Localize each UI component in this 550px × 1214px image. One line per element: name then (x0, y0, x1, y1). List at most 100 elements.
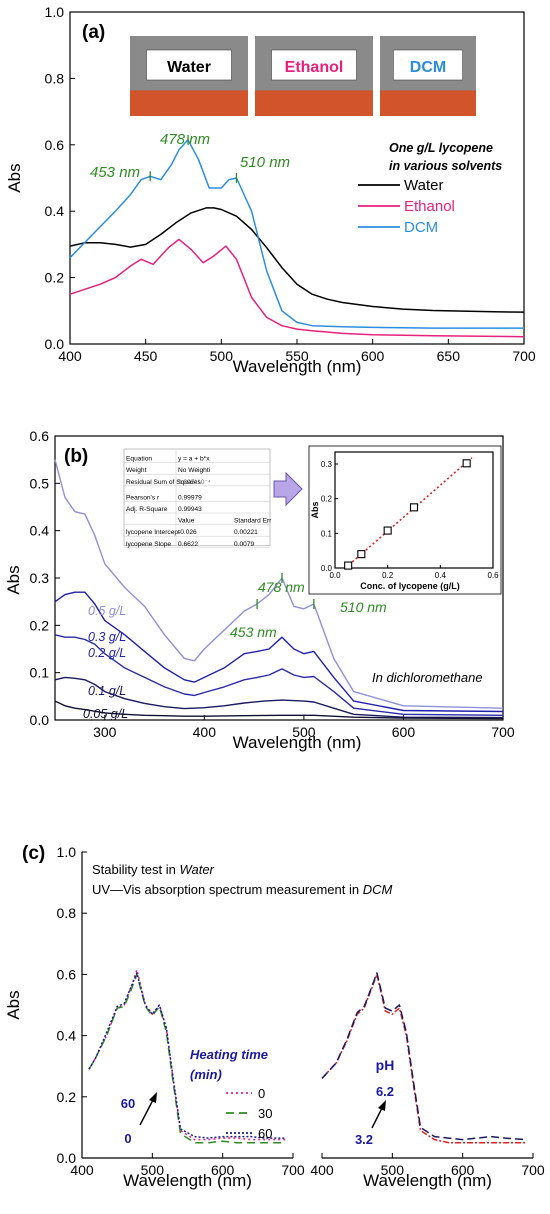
panel-c-x-tick-label: 700 (521, 1162, 545, 1178)
panel-a-y-tick-label: 0.0 (45, 336, 65, 352)
panel-a-x-tick-label: 500 (210, 348, 234, 364)
fit-table-cell: 0.99979 (178, 494, 202, 501)
panel-a-legend-entry: Water (404, 177, 443, 194)
panel-c-y-tick-label: 0.8 (57, 905, 77, 921)
panel-c-arrow-label: 60 (121, 1096, 135, 1111)
fit-table-cell: Adj. R-Square (126, 506, 168, 513)
panel-b-x-tick-label: 600 (392, 724, 416, 740)
panel-a-y-tick-label: 0.2 (45, 270, 65, 286)
photo-tag (393, 49, 463, 81)
panel-a-x-label: Wavelength (nm) (233, 357, 362, 376)
panel-b-series (54, 591, 504, 713)
panel-a-legend-title: One g/L lycopene (389, 141, 493, 155)
panel-b-peak-label: 453 nm (230, 624, 277, 640)
panel-c-legend-entry: 60 (258, 1126, 272, 1141)
inset-data-point (383, 526, 392, 535)
panel-a-x-tick-label: 400 (58, 348, 82, 364)
panel-a-series-dcm (69, 139, 524, 329)
panel-b-y-tick-label: 0.6 (30, 428, 50, 444)
inset-x-tick-label: 0.0 (329, 571, 341, 580)
panel-b-peak-label: 510 nm (340, 599, 387, 615)
panel-b-peak-label: 478 nm (258, 579, 305, 595)
panel-a-peak-label: 510 nm (240, 154, 290, 171)
inset-y-tick-label: 0.1 (321, 529, 333, 538)
inset-fit-line (345, 457, 473, 569)
panel-c-x-tick-label: 500 (381, 1162, 405, 1178)
inset-y-tick-label: 0.2 (321, 495, 333, 504)
panel-a-label: (a) (82, 22, 105, 43)
panel-c-arrow-label: pH (376, 1057, 395, 1073)
panel-c-legend-entry: 0 (258, 1086, 265, 1101)
panel-b-curve-label: 0.5 g/L (88, 604, 126, 618)
panel-c-header-line: Stability test in Water (92, 862, 215, 877)
panel-a-photo-ethanol: Ethanol (255, 36, 373, 116)
panel-a-photo-dcm: DCM (380, 36, 476, 116)
panel-b-series (54, 634, 504, 716)
panel-b-y-label: Abs (4, 565, 23, 594)
panel-c-header-line: UV—Vis absorption spectrum measurement i… (92, 882, 392, 897)
panel-c-x-tick-label: 400 (70, 1162, 94, 1178)
panel-a-x-tick-label: 550 (285, 348, 309, 364)
fit-table-cell: 0.00221 (234, 529, 258, 536)
panel-a-legend-entry: Ethanol (404, 198, 455, 215)
panel-c-y-tick-label: 0.0 (57, 1150, 77, 1166)
panel-c-series (321, 972, 527, 1141)
panel-b-solvent-note: In dichloromethane (372, 670, 483, 685)
panel-c-arrow-label: 6.2 (376, 1084, 394, 1099)
panel-c-label: (c) (22, 843, 45, 864)
fit-table-background (123, 448, 271, 547)
fit-table-cell: 0.99943 (178, 506, 202, 513)
panel-b-x-tick-label: 300 (93, 724, 117, 740)
fit-table-cell: Residual Sum of Squares (126, 479, 201, 486)
panel-c-arrow-head (149, 1092, 157, 1103)
photo-solution (255, 90, 373, 116)
panel-a-y-label: Abs (5, 163, 24, 192)
panel-c-x-tick-label: 700 (281, 1162, 305, 1178)
fit-table-cell: Pearson's r (126, 494, 160, 501)
inset-pointer-arrow (273, 471, 303, 507)
panel-b-y-tick-label: 0.4 (30, 523, 50, 539)
fit-table: Equation y = a + b*x Weight No Weighti Resid… (123, 448, 272, 548)
panel-a-legend-title: in various solvents (389, 159, 502, 173)
inset-background (308, 445, 502, 595)
inset-x-tick-label: 0.6 (487, 571, 499, 580)
fit-table-cell: Standard Err (234, 518, 272, 525)
panel-c-x-tick-label: 400 (310, 1162, 334, 1178)
panel-a-peak-label: 478 nm (160, 131, 210, 148)
fit-table-cell: No Weighti (178, 467, 211, 474)
panel-c-arrow-label: 3.2 (355, 1132, 373, 1147)
panel-b-label: (b) (64, 446, 88, 467)
fit-table-cell: 0.6622 (178, 541, 199, 548)
panel-c-legend-entry: 30 (258, 1106, 272, 1121)
fit-table-cell: Weight (126, 467, 147, 474)
panel-a-x-tick-label: 700 (512, 348, 536, 364)
panel-c-x-label: Wavelength (nm) (123, 1171, 252, 1190)
panel-a-peak-label: 453 nm (90, 164, 140, 181)
photo-tag-text: Ethanol (285, 59, 344, 76)
panel-b-curve-label: 0.3 g/L (88, 630, 126, 644)
panel-b-series (54, 700, 504, 720)
panel-a-x-tick-label: 450 (134, 348, 158, 364)
panel-c-x-label: Wavelength (nm) (363, 1171, 492, 1190)
panel-c-x-tick-label: 500 (141, 1162, 165, 1178)
panel-c-arrow-head (378, 1100, 386, 1111)
panel-a-y-tick-label: 0.4 (45, 203, 65, 219)
photo-solution (380, 90, 476, 116)
inset-x-tick-label: 0.2 (382, 571, 394, 580)
panel-b-x-label: Wavelength (nm) (233, 733, 362, 752)
inset-y-tick-label: 0.3 (321, 460, 333, 469)
panel-b-x-tick-label: 400 (193, 724, 217, 740)
inset-data-point (357, 550, 366, 559)
inset-y-tick-label: 0.0 (321, 564, 333, 573)
inset-data-point (409, 503, 419, 512)
photo-tag-text: DCM (410, 59, 446, 76)
photo-tag-text: Water (167, 59, 211, 76)
panel-b-curve-label: 0.1 g/L (88, 684, 126, 698)
panel-a-y-tick-label: 0.8 (45, 70, 65, 86)
panel-a-photo-water: Water (130, 36, 248, 116)
panel-c-y-tick-label: 0.6 (57, 966, 77, 982)
panel-c-y-label: Abs (4, 990, 23, 1019)
fit-table-cell: 0.0079 (234, 541, 255, 548)
fit-table-cell: Equation (126, 456, 152, 463)
